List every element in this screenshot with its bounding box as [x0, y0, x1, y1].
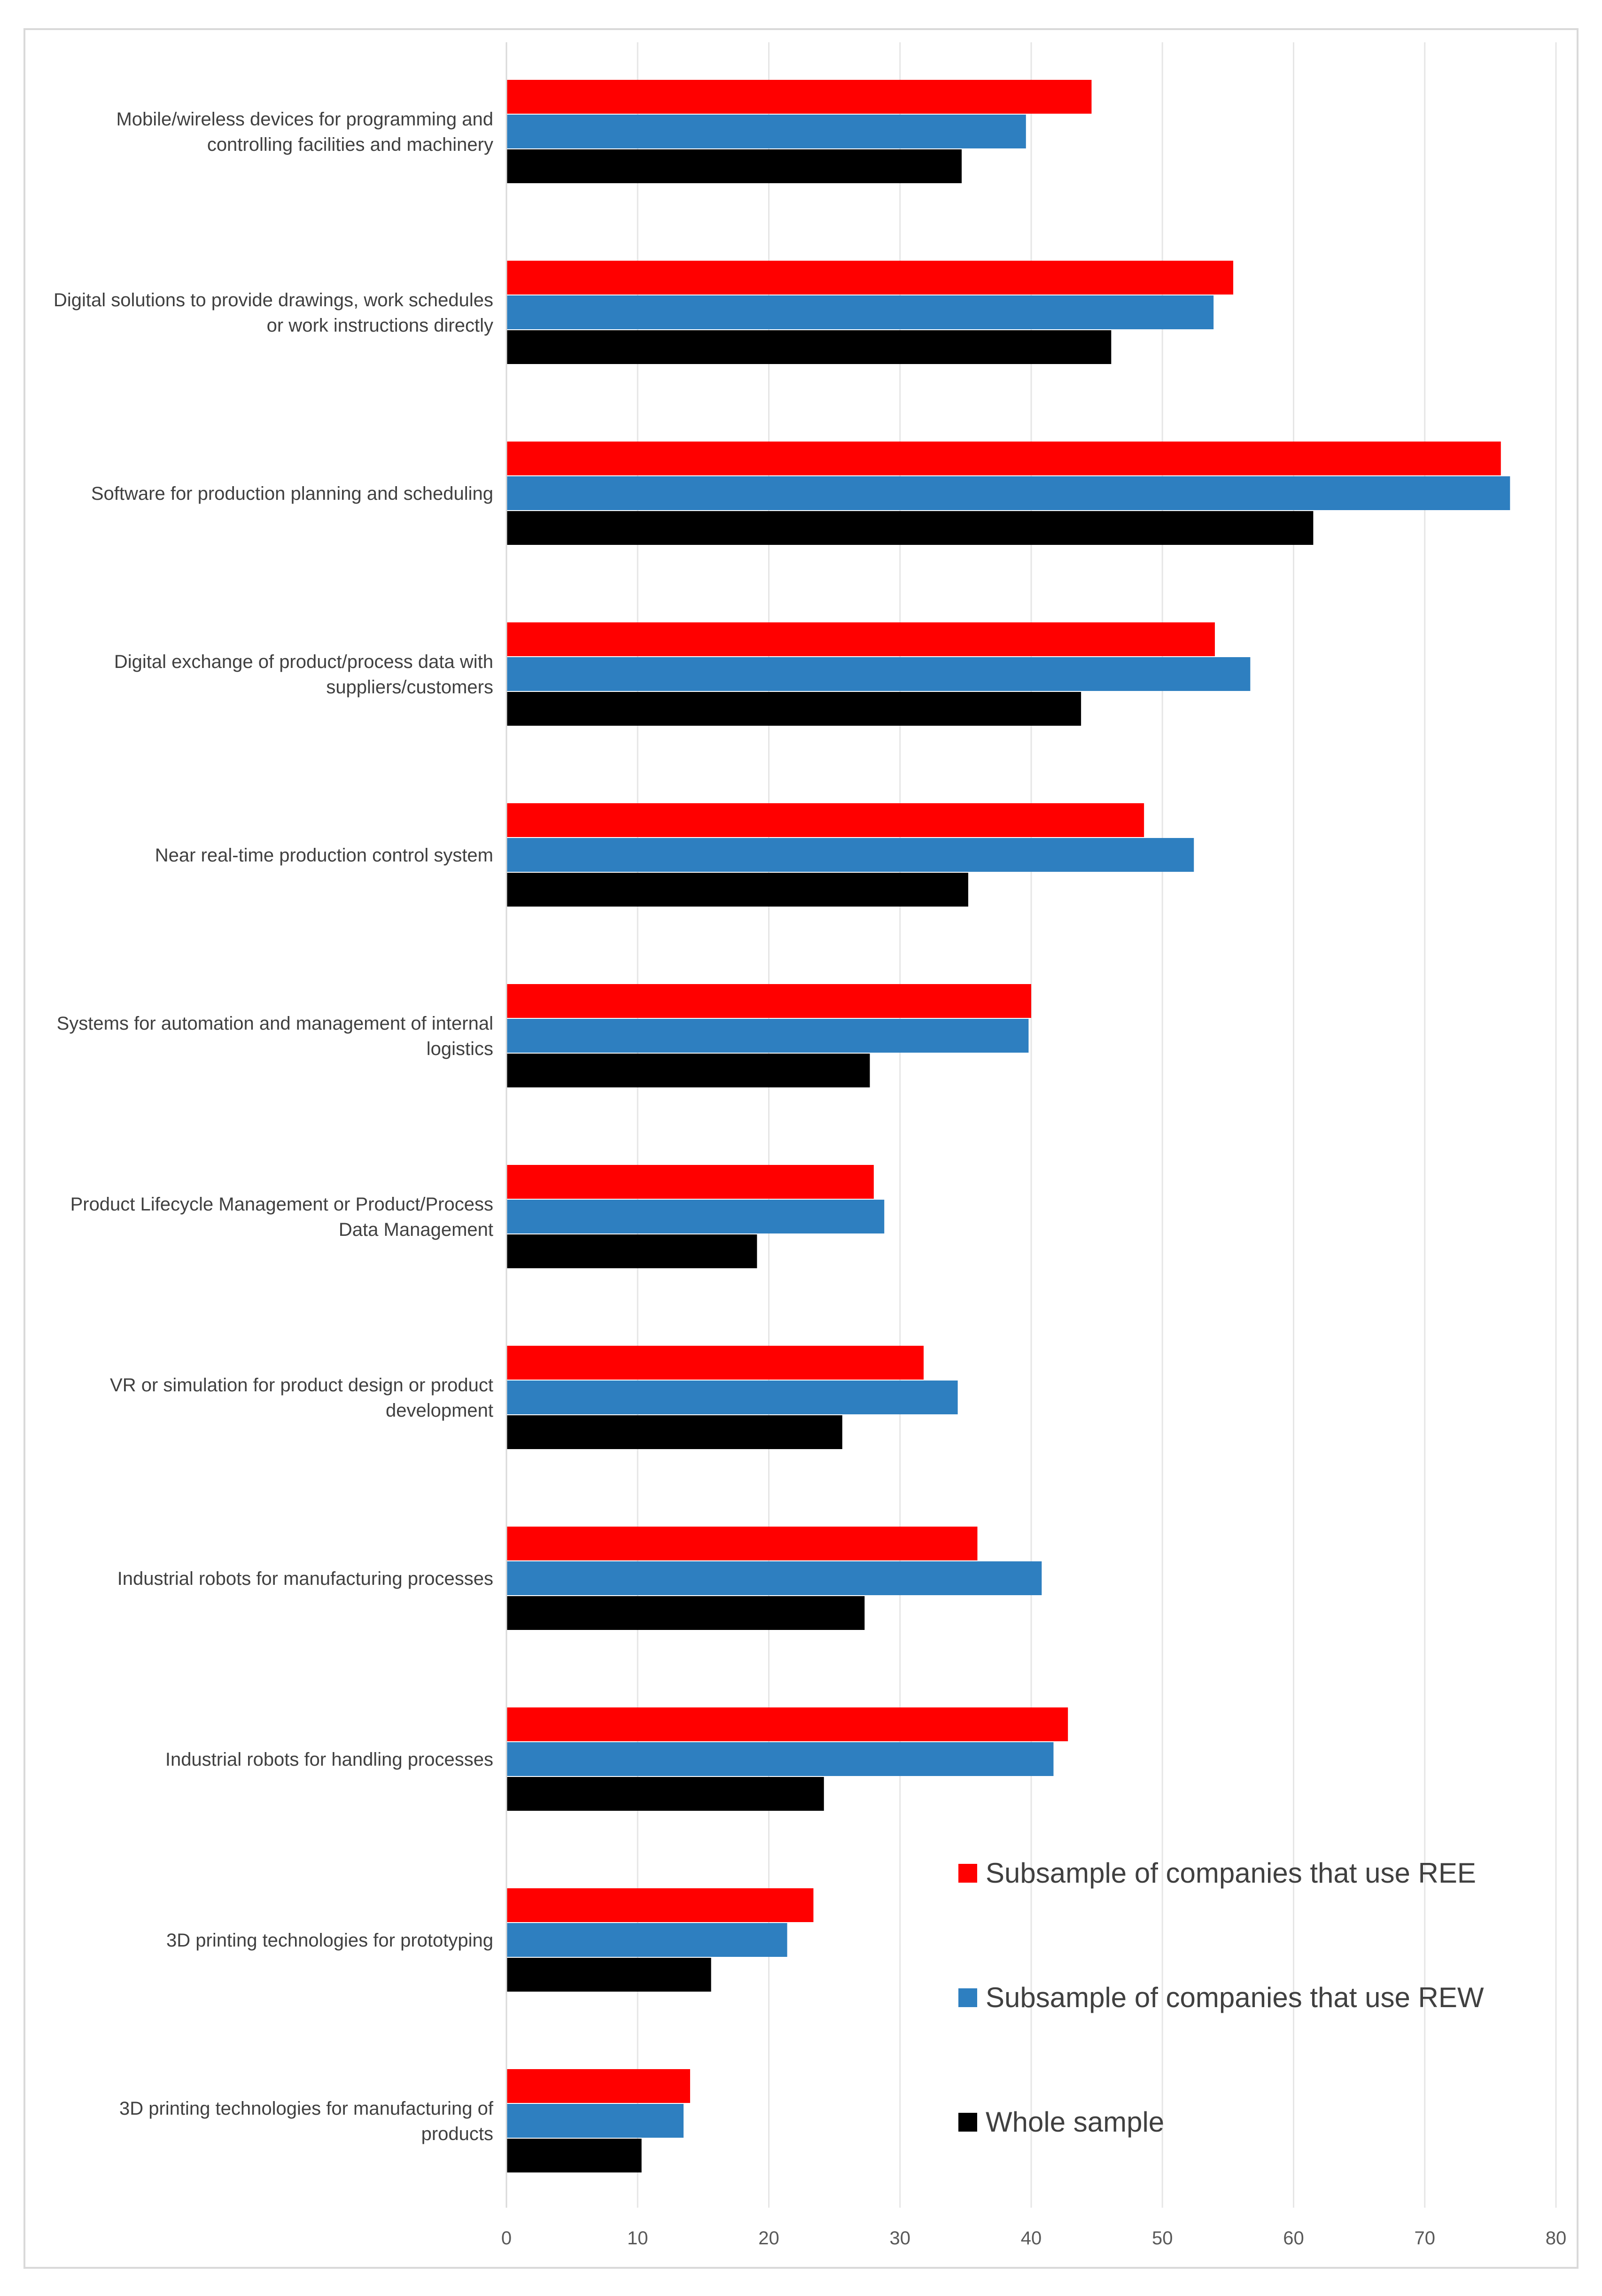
category-label-6: Product Lifecycle Management or Product/…: [70, 1194, 493, 1240]
x-tick-labels: 0 10 20 30 40 50 60 70 80: [501, 2228, 1566, 2249]
category-label-line: Industrial robots for handling processes: [165, 1749, 493, 1770]
category-label-line: suppliers/customers: [326, 677, 493, 698]
bar-series2-cat2: [506, 511, 1314, 545]
category-label-line: Systems for automation and management of…: [57, 1013, 493, 1034]
bar-series2-cat6: [506, 1234, 757, 1268]
bar-series0-cat5: [506, 984, 1031, 1018]
category-label-line: 3D printing technologies for manufacturi…: [119, 2098, 494, 2119]
bar-series2-cat5: [506, 1054, 870, 1087]
bar-series1-cat9: [506, 1742, 1054, 1776]
legend-swatch-1: [958, 1988, 977, 2007]
category-label-line: Near real-time production control system: [155, 845, 493, 866]
bar-series1-cat5: [506, 1019, 1029, 1053]
category-label-11: 3D printing technologies for manufacturi…: [119, 2098, 494, 2144]
category-label-line: products: [421, 2124, 493, 2144]
bar-series0-cat11: [506, 2069, 690, 2103]
bar-series2-cat3: [506, 692, 1081, 726]
bar-series1-cat8: [506, 1561, 1042, 1595]
bar-series1-cat0: [506, 115, 1026, 148]
category-label-line: Mobile/wireless devices for programming …: [116, 109, 493, 130]
category-label-8: Industrial robots for manufacturing proc…: [117, 1568, 493, 1589]
category-label-5: Systems for automation and management of…: [57, 1013, 493, 1059]
bar-series2-cat9: [506, 1777, 824, 1811]
bar-series1-cat3: [506, 657, 1251, 691]
category-label-line: Industrial robots for manufacturing proc…: [117, 1568, 493, 1589]
legend-swatch-0: [958, 1864, 977, 1883]
bar-series0-cat7: [506, 1346, 924, 1380]
x-tick-label-30: 30: [890, 2228, 911, 2249]
bar-series0-cat2: [506, 442, 1501, 475]
category-label-line: Digital exchange of product/process data…: [114, 652, 493, 672]
bar-series0-cat8: [506, 1527, 978, 1560]
bar-series2-cat10: [506, 1958, 711, 1992]
category-label-2: Software for production planning and sch…: [91, 483, 493, 504]
legend-swatch-2: [958, 2113, 977, 2132]
x-tick-label-40: 40: [1021, 2228, 1042, 2249]
category-label-4: Near real-time production control system: [155, 845, 493, 866]
bar-series0-cat9: [506, 1707, 1068, 1741]
category-label-line: controlling facilities and machinery: [207, 134, 493, 155]
category-label-line: logistics: [427, 1039, 493, 1059]
category-label-0: Mobile/wireless devices for programming …: [116, 109, 493, 155]
legend-label-1: Subsample of companies that use REW: [986, 1982, 1484, 2013]
legend-label-2: Whole sample: [986, 2106, 1164, 2138]
x-tick-label-80: 80: [1546, 2228, 1567, 2249]
category-label-line: VR or simulation for product design or p…: [110, 1375, 493, 1396]
bars: [506, 80, 1510, 2172]
bar-series2-cat1: [506, 330, 1112, 364]
x-tick-label-0: 0: [501, 2228, 512, 2249]
bar-series0-cat4: [506, 803, 1144, 837]
gridlines: [637, 42, 1557, 2208]
bar-series2-cat11: [506, 2139, 642, 2172]
category-label-9: Industrial robots for handling processes: [165, 1749, 493, 1770]
x-tick-label-50: 50: [1152, 2228, 1173, 2249]
bar-series0-cat3: [506, 622, 1215, 656]
bar-series1-cat6: [506, 1200, 885, 1233]
category-labels: Mobile/wireless devices for programming …: [54, 109, 494, 2144]
bar-series0-cat6: [506, 1165, 874, 1199]
x-tick-label-60: 60: [1283, 2228, 1304, 2249]
category-label-line: 3D printing technologies for prototyping: [166, 1930, 493, 1951]
bar-series2-cat8: [506, 1596, 865, 1630]
category-label-line: Digital solutions to provide drawings, w…: [54, 290, 493, 310]
bar-series1-cat2: [506, 476, 1510, 510]
category-label-7: VR or simulation for product design or p…: [110, 1375, 493, 1421]
category-label-1: Digital solutions to provide drawings, w…: [54, 290, 493, 336]
category-label-line: or work instructions directly: [267, 315, 493, 336]
x-tick-label-10: 10: [627, 2228, 648, 2249]
bar-series2-cat0: [506, 149, 962, 183]
bar-series1-cat4: [506, 838, 1194, 872]
category-label-line: Software for production planning and sch…: [91, 483, 493, 504]
category-label-line: Product Lifecycle Management or Product/…: [70, 1194, 493, 1215]
x-tick-label-20: 20: [758, 2228, 779, 2249]
legend: Subsample of companies that use REE Subsa…: [958, 1857, 1484, 2138]
bar-series2-cat4: [506, 873, 968, 907]
legend-label-0: Subsample of companies that use REE: [986, 1857, 1476, 1889]
bar-series1-cat1: [506, 295, 1214, 329]
x-tick-label-70: 70: [1415, 2228, 1436, 2249]
bar-series0-cat1: [506, 261, 1234, 295]
category-label-line: development: [386, 1400, 493, 1421]
bar-series0-cat0: [506, 80, 1092, 114]
bar-series2-cat7: [506, 1415, 842, 1449]
bar-series1-cat10: [506, 1923, 787, 1957]
category-label-10: 3D printing technologies for prototyping: [166, 1930, 493, 1951]
bar-series0-cat10: [506, 1888, 814, 1922]
category-label-line: Data Management: [339, 1219, 493, 1240]
bar-series1-cat7: [506, 1381, 958, 1414]
bar-series1-cat11: [506, 2104, 684, 2138]
category-label-3: Digital exchange of product/process data…: [114, 652, 493, 698]
